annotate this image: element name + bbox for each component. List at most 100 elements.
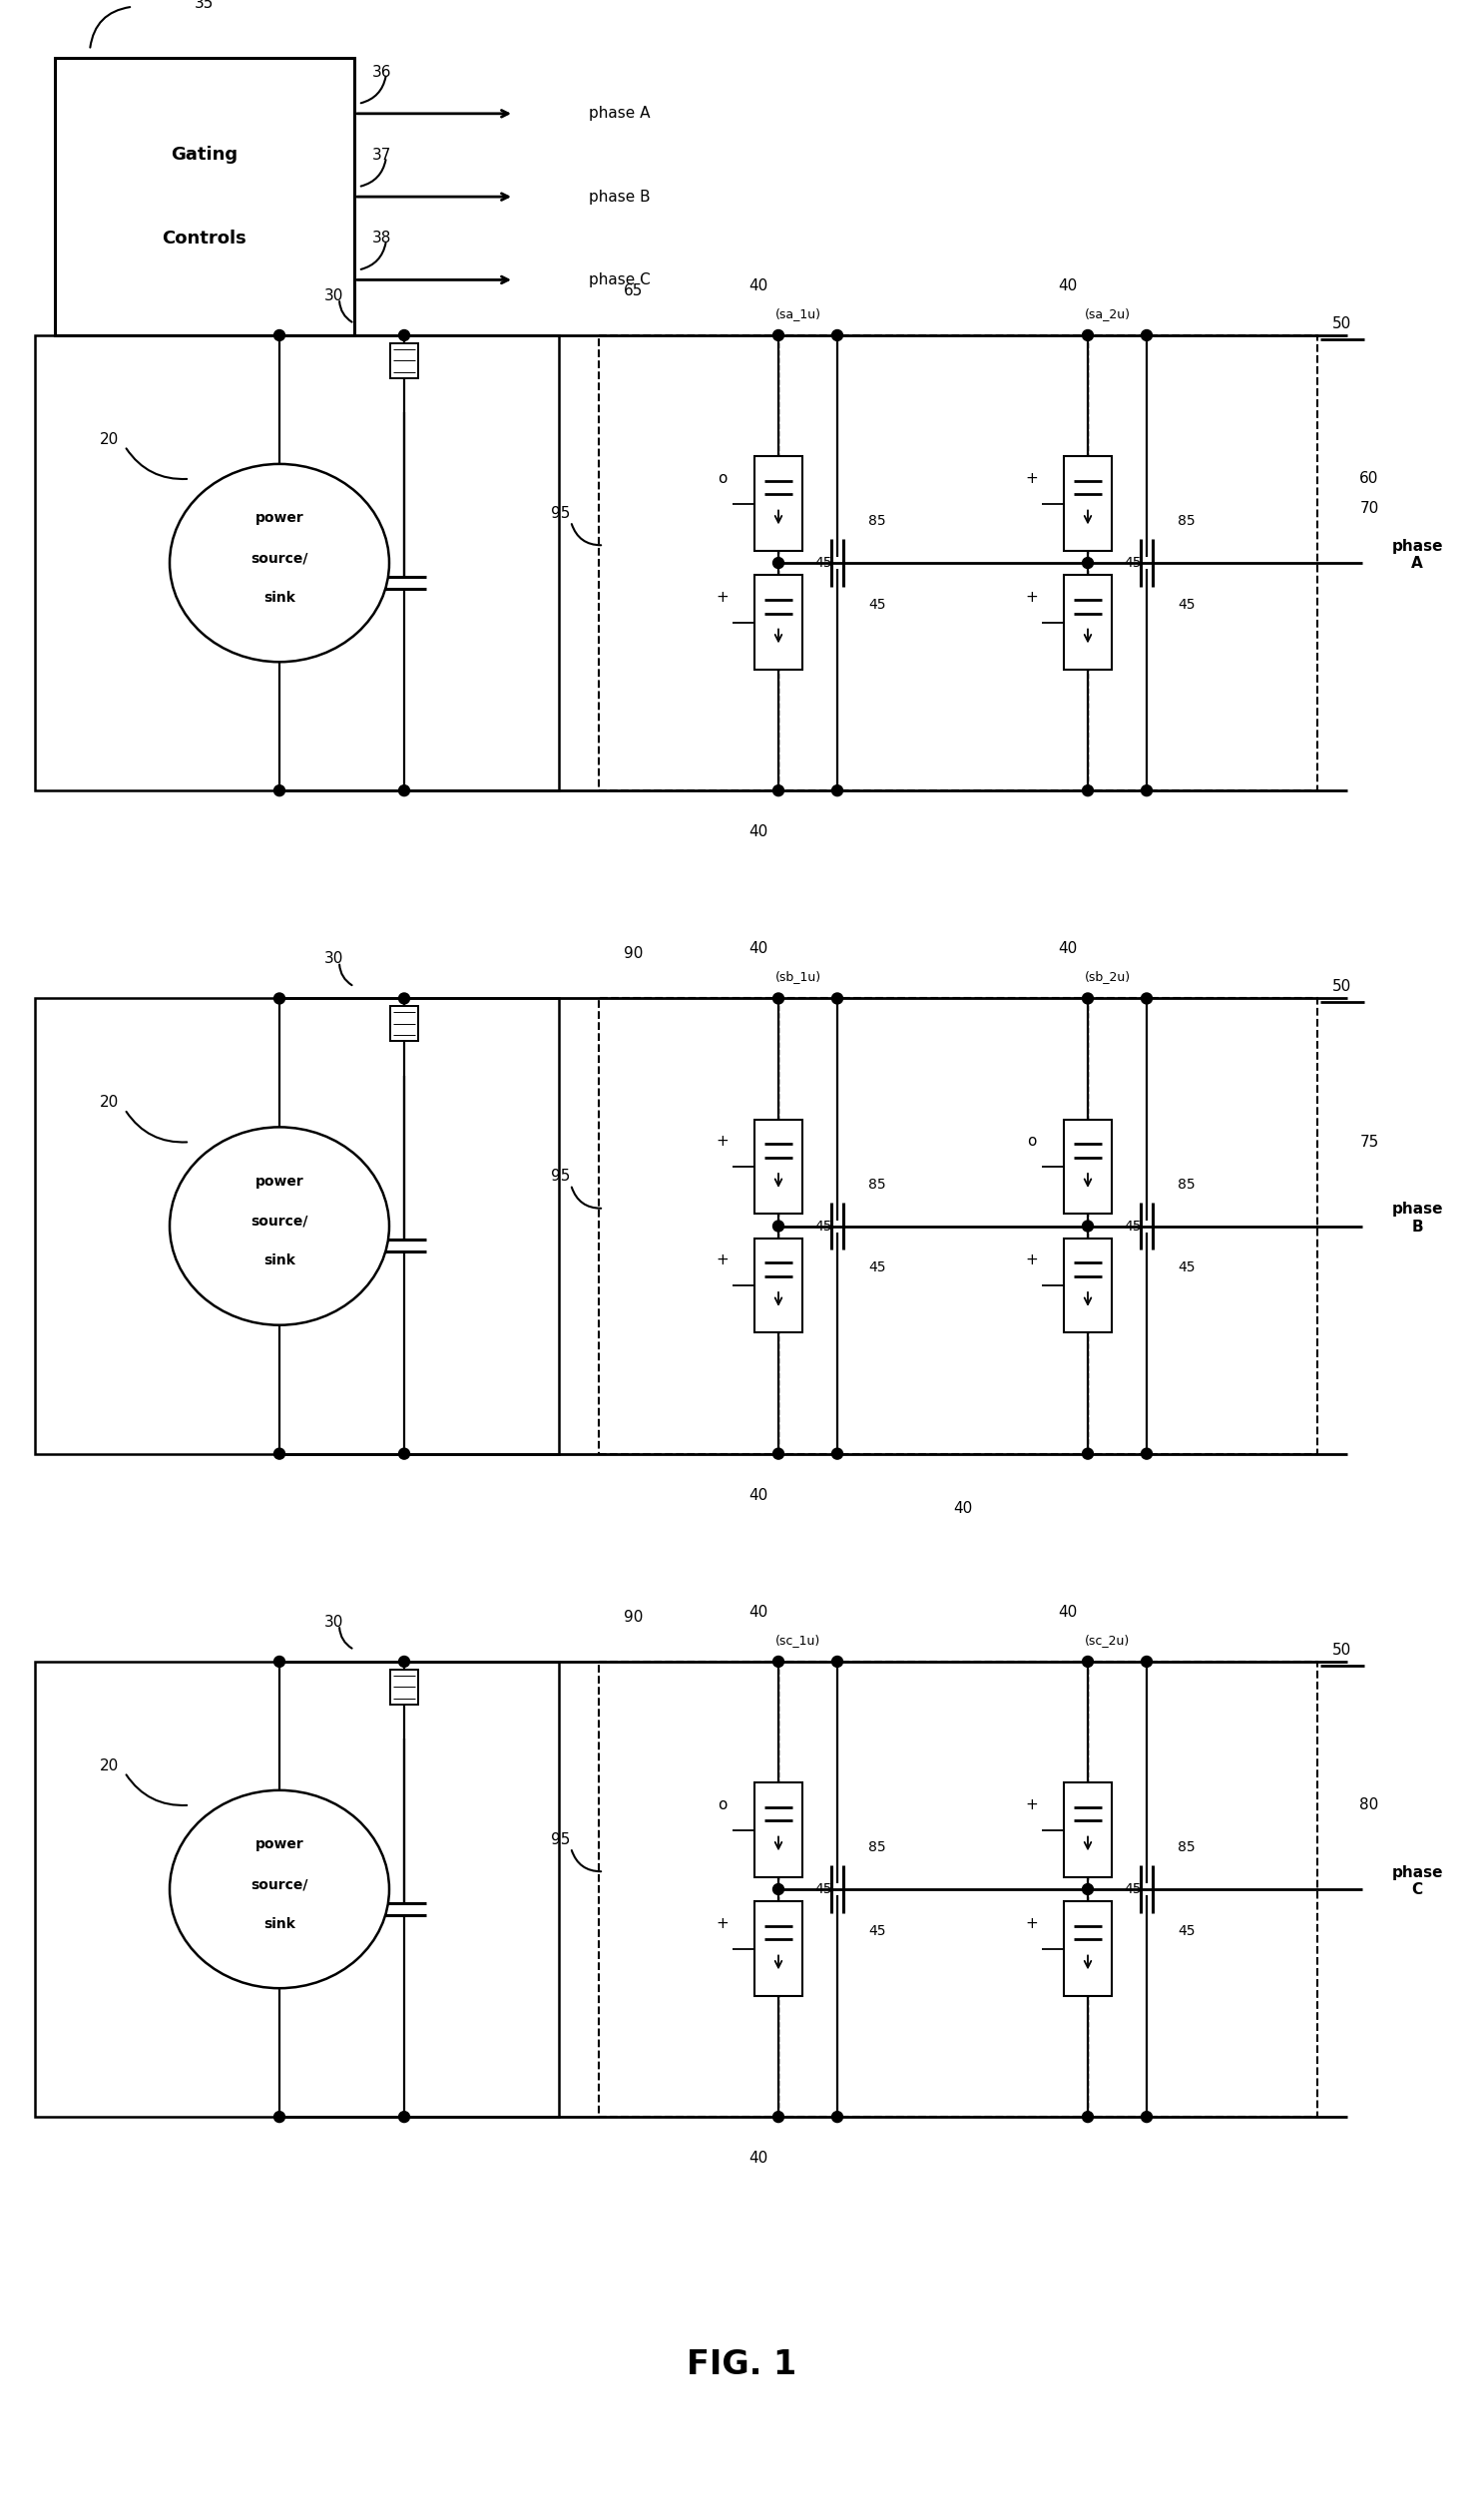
Circle shape <box>275 1655 285 1668</box>
Circle shape <box>833 992 843 1005</box>
Text: Gating: Gating <box>171 147 237 165</box>
Text: 85: 85 <box>868 514 886 529</box>
Text: +: + <box>717 1917 729 1932</box>
Text: 50: 50 <box>1333 980 1352 995</box>
Text: 20: 20 <box>101 431 119 446</box>
Text: 50: 50 <box>1333 1643 1352 1658</box>
Bar <box>36 334 559 790</box>
Circle shape <box>275 329 285 342</box>
Text: 95: 95 <box>551 1832 570 1847</box>
Circle shape <box>773 1448 784 1458</box>
Text: FIG. 1: FIG. 1 <box>687 2348 797 2381</box>
Circle shape <box>1141 1448 1152 1458</box>
Bar <box>1064 576 1112 668</box>
Circle shape <box>1082 2112 1094 2122</box>
Text: phase A: phase A <box>589 107 650 122</box>
Text: +: + <box>717 591 729 606</box>
Text: 90: 90 <box>625 1610 644 1625</box>
Text: 36: 36 <box>372 65 392 80</box>
Circle shape <box>1082 992 1094 1005</box>
Text: 40: 40 <box>749 825 769 840</box>
Circle shape <box>1141 2112 1152 2122</box>
Text: 70: 70 <box>1359 501 1379 516</box>
Text: sink: sink <box>264 1254 295 1269</box>
Text: 45: 45 <box>868 598 886 611</box>
Circle shape <box>773 992 784 1005</box>
Text: 30: 30 <box>325 1615 344 1630</box>
Circle shape <box>1141 785 1152 795</box>
Text: +: + <box>717 1134 729 1149</box>
Bar <box>754 1902 803 1994</box>
Bar <box>390 1670 418 1705</box>
Text: 35: 35 <box>194 0 214 10</box>
Text: 30: 30 <box>325 952 344 967</box>
Bar <box>598 997 1318 1453</box>
Text: 75: 75 <box>1359 1134 1379 1149</box>
Text: (sa_2u): (sa_2u) <box>1085 307 1131 319</box>
Text: 95: 95 <box>551 1169 570 1184</box>
Circle shape <box>1141 329 1152 342</box>
Text: (sb_2u): (sb_2u) <box>1085 970 1131 982</box>
Bar <box>598 1663 1318 2117</box>
Circle shape <box>1082 1222 1094 1232</box>
Text: source/: source/ <box>251 1214 309 1229</box>
Text: +: + <box>1025 1254 1039 1269</box>
Text: phase
C: phase C <box>1392 1865 1442 1897</box>
Text: (sb_1u): (sb_1u) <box>775 970 822 982</box>
Text: 45: 45 <box>815 556 833 571</box>
Bar <box>754 576 803 668</box>
Text: 45: 45 <box>1178 598 1195 611</box>
Text: +: + <box>1025 1797 1039 1812</box>
Text: 85: 85 <box>868 1177 886 1192</box>
Text: 60: 60 <box>1359 471 1379 486</box>
Text: 40: 40 <box>749 2151 769 2166</box>
Circle shape <box>773 1655 784 1668</box>
Circle shape <box>773 2112 784 2122</box>
Circle shape <box>275 785 285 795</box>
Circle shape <box>399 785 410 795</box>
Circle shape <box>275 992 285 1005</box>
Bar <box>754 1782 803 1877</box>
Bar <box>36 997 559 1453</box>
Circle shape <box>1141 992 1152 1005</box>
Text: o: o <box>718 471 727 486</box>
Text: Controls: Controls <box>162 229 246 247</box>
Bar <box>390 344 418 379</box>
Circle shape <box>1082 785 1094 795</box>
Text: 45: 45 <box>868 1925 886 1937</box>
Text: 45: 45 <box>1123 1882 1141 1897</box>
Text: 45: 45 <box>815 1882 833 1897</box>
Bar <box>754 1239 803 1331</box>
Text: o: o <box>718 1797 727 1812</box>
Circle shape <box>399 2112 410 2122</box>
Text: 40: 40 <box>749 279 769 294</box>
Bar <box>55 57 355 334</box>
Text: power: power <box>255 1837 304 1852</box>
Text: 45: 45 <box>1178 1925 1195 1937</box>
Bar <box>1064 456 1112 551</box>
Bar <box>1064 1239 1112 1331</box>
Circle shape <box>773 785 784 795</box>
Circle shape <box>833 329 843 342</box>
Text: 45: 45 <box>1123 1219 1141 1234</box>
Text: 45: 45 <box>1123 556 1141 571</box>
Text: 85: 85 <box>868 1840 886 1855</box>
Circle shape <box>1082 1885 1094 1895</box>
Text: 40: 40 <box>953 1501 972 1516</box>
Circle shape <box>275 1448 285 1458</box>
Text: phase
A: phase A <box>1392 538 1442 571</box>
Text: power: power <box>255 511 304 526</box>
Text: sink: sink <box>264 591 295 606</box>
Text: +: + <box>717 1254 729 1269</box>
Text: 40: 40 <box>1058 279 1077 294</box>
Circle shape <box>399 329 410 342</box>
Text: phase C: phase C <box>589 272 650 287</box>
Text: 30: 30 <box>325 289 344 304</box>
Text: o: o <box>1027 1134 1037 1149</box>
Text: phase
B: phase B <box>1392 1202 1442 1234</box>
Bar <box>754 1119 803 1214</box>
Text: 85: 85 <box>1178 514 1196 529</box>
Text: 50: 50 <box>1333 317 1352 332</box>
Bar <box>390 1007 418 1042</box>
Circle shape <box>833 785 843 795</box>
